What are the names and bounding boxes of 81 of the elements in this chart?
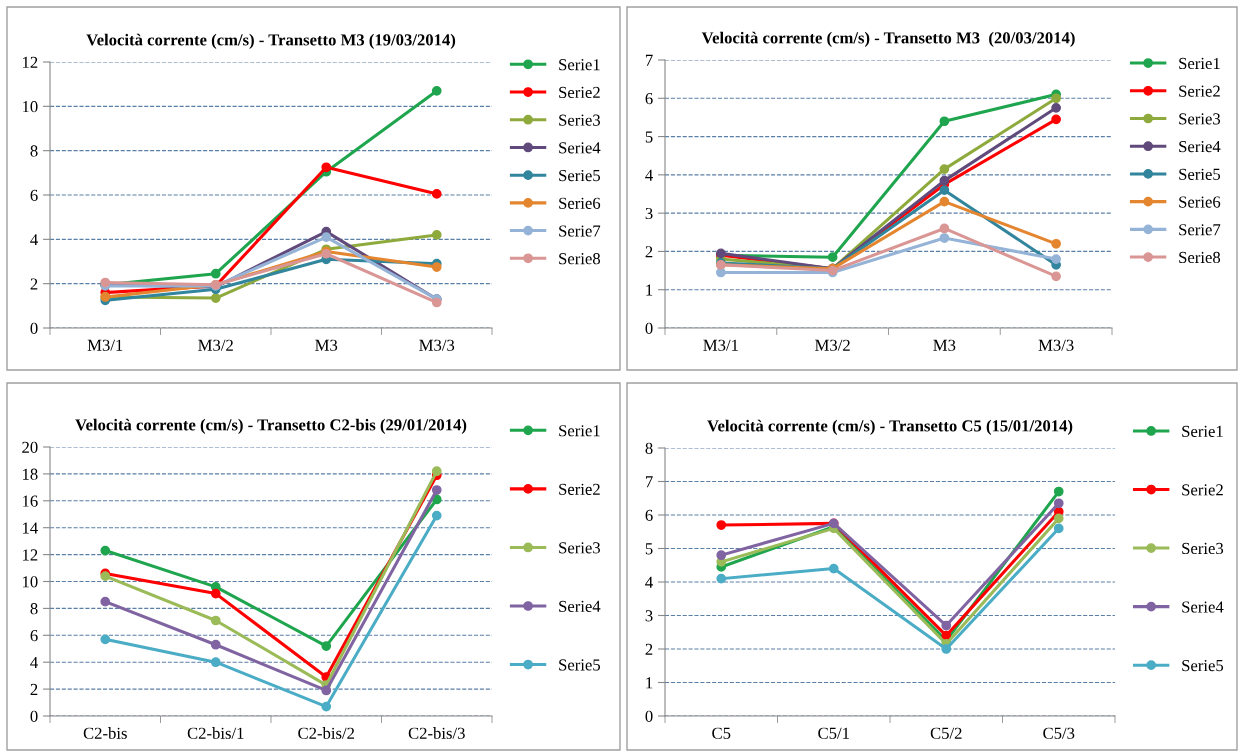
y-tick-label: 2: [645, 246, 653, 258]
y-tick-label: 1: [646, 677, 653, 689]
y-tick-label: 0: [30, 322, 38, 334]
x-tick-label: C5: [712, 727, 731, 739]
y-tick-label: 7: [645, 476, 653, 488]
y-tick-label: 4: [645, 576, 653, 588]
y-tick-label: 12: [22, 56, 38, 68]
x-tick-label: C2-bis/2: [298, 727, 355, 739]
y-tick-label: 14: [22, 522, 38, 534]
legend-label: Serie7: [1179, 224, 1221, 236]
y-tick-label: 0: [645, 322, 653, 334]
y-tick-label: 8: [645, 442, 653, 454]
legend-label: Serie5: [1179, 168, 1221, 180]
y-tick-label: 4: [30, 657, 38, 668]
y-tick-label: 6: [645, 509, 653, 521]
chart-title: Velocità corrente (cm/s) - Transetto C5 (15/01/2014): [707, 419, 1073, 435]
chart-title: Velocità corrente (cm/s) - Transetto M3 (20/03/2014): [701, 31, 1075, 47]
x-tick-label: M3: [315, 339, 338, 351]
x-tick-label: C5/2: [930, 727, 962, 739]
y-tick-label: 6: [30, 630, 38, 642]
x-tick-label: C2-bis: [83, 727, 127, 739]
legend-label: Serie5: [1182, 659, 1224, 672]
legend-label: Serie6: [1179, 196, 1221, 208]
legend-label: Serie4: [559, 600, 601, 612]
x-tick-label: C5/1: [818, 727, 849, 739]
legend-label: Serie5: [559, 169, 601, 182]
y-tick-label: 18: [22, 468, 38, 480]
legend-label: Serie4: [1179, 141, 1221, 153]
legend-label: Serie5: [559, 659, 601, 671]
chart-title: Velocità corrente (cm/s) - Transetto M3 (19/03/2014): [86, 33, 456, 49]
y-tick-label: 8: [30, 603, 38, 615]
legend-label: Serie8: [559, 253, 601, 265]
legend-label: Serie4: [559, 142, 601, 154]
legend-label: Serie3: [559, 114, 601, 126]
y-tick-label: 5: [645, 131, 653, 143]
legend-label: Serie3: [1182, 542, 1224, 555]
y-tick-label: 20: [22, 441, 38, 453]
y-tick-label: 6: [645, 93, 653, 105]
legend-label: Serie3: [1179, 113, 1221, 125]
y-tick-label: 4: [30, 234, 38, 246]
x-tick-label: M3/2: [815, 339, 850, 351]
x-tick-label: M3/1: [87, 339, 123, 351]
y-tick-label: 3: [645, 207, 653, 220]
y-tick-label: 2: [30, 278, 38, 290]
y-tick-label: 12: [22, 549, 38, 561]
legend-label: Serie1: [1182, 425, 1223, 437]
x-tick-label: M3/3: [1038, 339, 1074, 351]
legend-label: Serie1: [559, 425, 600, 437]
x-tick-label: C2-bis/1: [187, 727, 244, 739]
y-tick-label: 10: [22, 101, 38, 113]
chart-title: Velocità corrente (cm/s) - Transetto C2-bis (29/01/2014): [75, 418, 467, 434]
y-tick-label: 2: [30, 683, 38, 695]
y-tick-label: 16: [22, 495, 38, 507]
y-tick-label: 5: [645, 543, 653, 555]
x-tick-label: C2-bis/3: [408, 727, 465, 739]
legend-label: Serie2: [1182, 484, 1223, 496]
x-tick-label: C5/3: [1043, 727, 1075, 739]
legend-label: Serie2: [559, 483, 600, 495]
y-tick-label: 8: [30, 145, 38, 157]
legend-label: Serie2: [1179, 85, 1220, 97]
legend-label: Serie1: [559, 59, 600, 71]
legend-label: Serie3: [559, 542, 601, 554]
x-tick-label: M3/2: [198, 339, 233, 351]
y-tick-label: 1: [646, 284, 653, 296]
y-tick-label: 7: [645, 54, 653, 66]
legend-label: Serie7: [559, 225, 601, 237]
legend-label: Serie1: [1179, 57, 1220, 70]
legend-label: Serie2: [559, 86, 600, 99]
y-tick-label: 2: [645, 643, 653, 655]
x-tick-label: M3/1: [703, 339, 738, 351]
y-tick-label: 0: [30, 710, 38, 722]
x-tick-label: M3/3: [419, 339, 455, 351]
y-tick-label: 3: [645, 610, 653, 622]
y-tick-label: 4: [645, 169, 653, 181]
legend-label: Serie8: [1179, 251, 1221, 264]
legend-label: Serie4: [1182, 601, 1224, 613]
y-tick-label: 0: [645, 710, 653, 722]
legend-label: Serie6: [559, 197, 601, 209]
y-tick-label: 10: [22, 576, 38, 588]
x-tick-label: M3: [933, 339, 956, 351]
y-tick-label: 6: [30, 189, 38, 201]
